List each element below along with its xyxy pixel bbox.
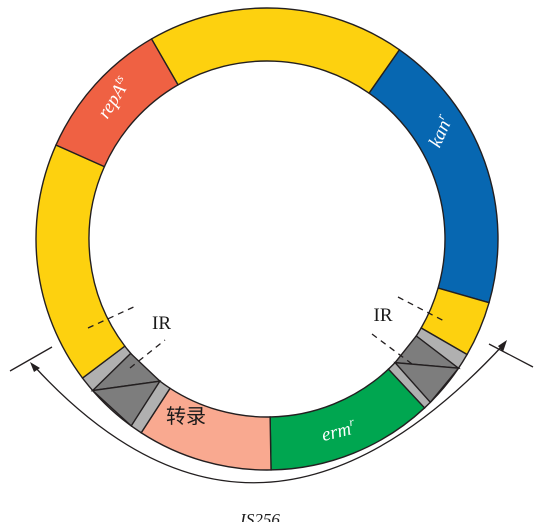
transcription-label: 转录 <box>166 405 206 428</box>
ir-right-triangle-lower <box>393 361 460 404</box>
ir-left-label: IR <box>152 313 171 334</box>
ir-right-pointer-upper <box>397 296 447 323</box>
ir-right-label: IR <box>374 305 393 326</box>
is256-right-tick <box>488 343 534 368</box>
yellow-arc-left <box>35 144 126 379</box>
yellow-arc-top <box>150 7 401 95</box>
is256-arrowhead-left <box>30 362 40 372</box>
ir-left-pointer-lower <box>129 339 166 369</box>
plasmid-ring <box>35 7 499 471</box>
ir-left-triangle-lower <box>91 380 162 427</box>
is256-span-arrow <box>9 340 534 484</box>
is256-label: IS256 <box>239 510 280 522</box>
is256-arrowhead-right <box>498 340 507 352</box>
ir-markers <box>87 296 461 427</box>
kan-segment <box>368 48 499 304</box>
ir-left-pointer-upper <box>87 304 139 329</box>
repA-segment <box>55 37 179 168</box>
ir-right-pointer-lower <box>371 333 413 365</box>
is256-span-curve <box>33 343 505 484</box>
is256-left-tick <box>9 346 53 372</box>
